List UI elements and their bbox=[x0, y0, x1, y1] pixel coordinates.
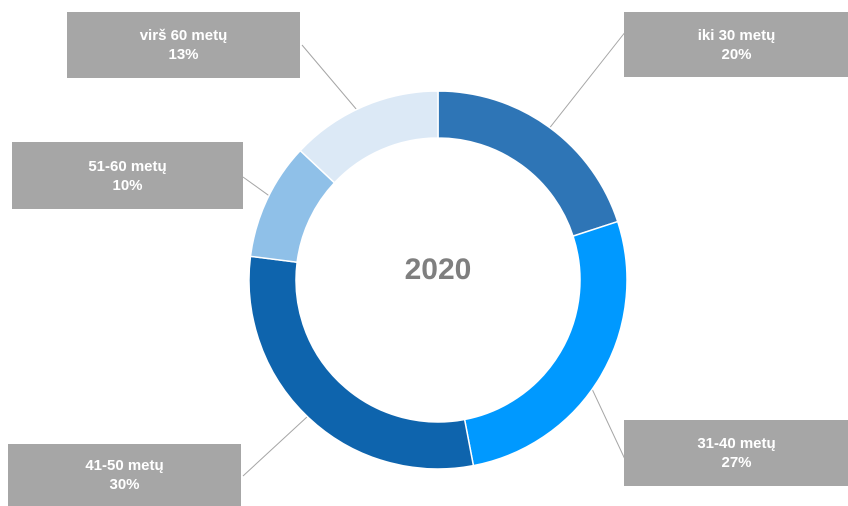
slice-label: virš 60 metų bbox=[139, 27, 228, 44]
data-label-31-40: 31-40 metų 27% bbox=[624, 420, 848, 486]
slice-label: 31-40 metų bbox=[697, 435, 776, 452]
center-year-label: 2020 bbox=[404, 253, 472, 286]
data-label-iki-30: iki 30 metų 20% bbox=[624, 12, 848, 77]
data-label-virs-60: virš 60 metų 13% bbox=[67, 12, 300, 78]
slice-label: 51-60 metų bbox=[88, 157, 167, 175]
data-label-41-50: 41-50 metų 30% bbox=[8, 444, 241, 506]
slice-value: 20% bbox=[721, 45, 752, 63]
slice-value: 13% bbox=[168, 46, 199, 63]
slice-value: 27% bbox=[721, 454, 752, 471]
donut-slice bbox=[299, 90, 439, 184]
donut-slice bbox=[248, 255, 475, 470]
data-label-51-60: 51-60 metų 10% bbox=[12, 142, 243, 209]
donut-slice bbox=[437, 90, 619, 238]
slice-value: 30% bbox=[109, 476, 140, 493]
slice-label: 41-50 metų bbox=[85, 457, 164, 474]
donut-slices bbox=[248, 90, 628, 470]
leader-line bbox=[534, 30, 627, 147]
slice-value: 10% bbox=[112, 176, 143, 194]
slice-label: iki 30 metų bbox=[697, 26, 776, 44]
